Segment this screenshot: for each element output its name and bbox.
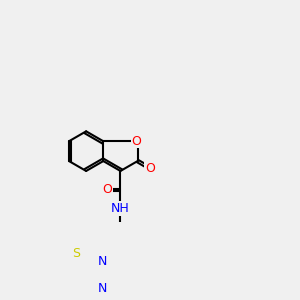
Text: S: S xyxy=(72,247,80,260)
Text: N: N xyxy=(98,255,107,268)
Text: NH: NH xyxy=(111,202,130,215)
Text: O: O xyxy=(132,135,142,148)
Text: N: N xyxy=(98,282,107,295)
Text: O: O xyxy=(145,162,155,175)
Text: O: O xyxy=(102,183,112,196)
